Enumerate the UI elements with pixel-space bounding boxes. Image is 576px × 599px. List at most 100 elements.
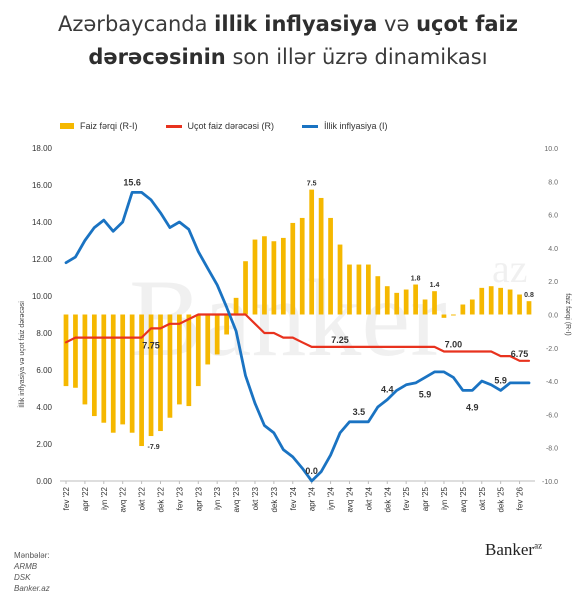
x-tick-label: dek '25 [497,486,506,512]
y-left-tick-label: 10.00 [32,292,53,301]
bar [82,314,88,405]
x-tick-label: okt '24 [364,486,373,510]
bar [195,314,201,387]
legend-item-rate: Uçot faiz dərəcəsi (R) [165,121,274,131]
rate-data-label: 7.25 [331,335,349,345]
x-tick-label: dek '22 [156,486,165,512]
y-left-tick-label: 0.00 [36,477,52,486]
sources: Mənbələr: ARMB DSK Banker.az [14,550,50,594]
brand-sup: az [534,540,543,551]
bar [158,314,163,432]
bar [148,314,154,437]
y-left-tick-label: 18.00 [32,144,53,153]
bar [460,304,466,315]
bar [73,314,78,388]
y-left-tick-label: 2.00 [36,440,52,449]
x-tick-label: okt '23 [251,486,260,510]
legend-label: İllik inflyasiya (I) [324,121,388,131]
inflation-data-label: 5.9 [494,375,507,385]
bar [243,261,248,315]
inflation-data-label: 4.4 [381,385,394,395]
y-right-tick-label: 8.0 [548,179,558,186]
x-tick-label: fev '26 [516,486,525,510]
rate-line [64,313,531,362]
x-tick-label: apr '22 [81,486,90,511]
bar [110,314,116,433]
title-bold: dərəcəsinin [88,45,226,69]
y-left-tick-label: 4.00 [36,403,52,412]
x-tick-label: avq '24 [345,486,354,512]
x-tick-label: iyn '24 [327,486,336,509]
brand-name: Banker [485,540,535,559]
inflation-data-label: 3.5 [353,407,366,417]
y-left-tick-label: 16.00 [32,181,53,190]
bar [441,314,447,318]
bar [507,289,513,315]
bar [205,314,211,365]
x-tick-label: okt '22 [138,486,147,510]
y-right-tick-label: 6.0 [548,213,558,220]
x-tick-label: avq '22 [119,486,128,512]
bar-data-label: 0.8 [524,292,534,299]
y-right-tick-label: 10.0 [544,146,558,153]
bar [299,217,305,315]
legend-item-inflation: İllik inflyasiya (I) [302,121,388,131]
bar [129,314,135,433]
source-item: ARMB [14,562,38,571]
x-tick-label: dek '24 [383,486,392,512]
bar [366,264,371,315]
bar [375,276,381,315]
y-left-tick-label: 12.00 [32,255,53,264]
x-tick-label: iyn '25 [440,486,449,509]
bar-data-label: 1.8 [411,276,421,283]
legend-swatch-inflation [302,124,319,128]
bar [347,264,352,315]
title-text: son illər üzrə dinamikası [225,45,488,69]
bar [214,314,220,355]
x-tick-label: fev '22 [62,486,71,510]
rate-data-label: 6.75 [511,349,529,359]
bar [337,244,343,315]
source-item: Banker.az [14,584,50,593]
x-tick-label: apr '24 [308,486,317,511]
bar [488,286,494,315]
inflation-line [64,191,531,483]
y-right-tick-label: 2.0 [548,279,558,286]
inflation-data-label: 0.0 [305,466,318,476]
y-right-axis-title: faiz fərqi (R-I) [564,293,571,335]
bar [384,286,390,315]
title-bold: illik inflyasiya [214,12,378,36]
bar [394,292,400,315]
bar [422,299,428,315]
bar-data-label: -7.9 [148,444,160,451]
source-item: DSK [14,573,31,582]
bar [167,314,173,418]
page-title: Azərbaycanda illik inflyasiya və uçot fa… [0,8,576,74]
y-left-tick-label: 14.00 [32,218,53,227]
bar [318,197,324,315]
bar [177,314,182,405]
bar [479,287,485,315]
y-right-tick-label: -10.0 [542,479,558,486]
rate-data-label: 7.00 [445,340,463,350]
bar [328,217,333,315]
x-tick-label: fev '24 [289,486,298,510]
title-text: Azərbaycanda [58,12,215,36]
y-left-tick-label: 8.00 [36,329,52,338]
title-bold: uçot faiz [416,12,518,36]
x-tick-label: okt '25 [478,486,487,510]
x-tick-label: fev '23 [175,486,184,510]
y-right-tick-label: -8.0 [546,446,558,453]
y-right-tick-label: -6.0 [546,412,558,419]
bar [403,289,409,315]
bar [498,287,504,315]
bar [271,241,277,315]
inflation-data-label: 4.9 [466,402,479,412]
legend-swatch-bar [60,123,74,129]
bar [469,299,475,315]
bar [290,222,296,315]
bar [233,297,239,315]
bar [63,314,69,387]
